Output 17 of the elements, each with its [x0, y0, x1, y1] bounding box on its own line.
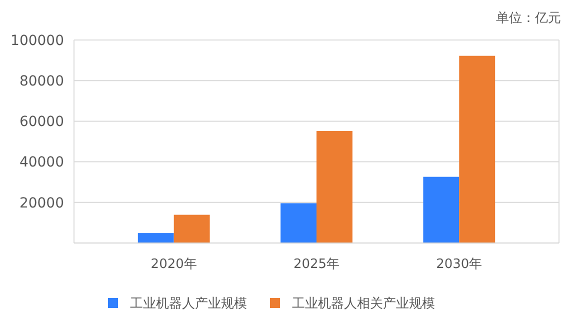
y-tick-label: 80000 — [19, 74, 64, 90]
y-tick-label: 60000 — [19, 114, 64, 130]
bar — [174, 214, 210, 243]
x-tick-label: 2025年 — [293, 257, 340, 272]
bar — [459, 56, 496, 243]
legend-label: 工业机器人相关产业规模 — [292, 296, 435, 312]
y-tick-label: 20000 — [19, 195, 64, 212]
y-tick-label: 100000 — [10, 32, 64, 49]
y-tick-label: 40000 — [19, 154, 64, 171]
x-tick-label: 2030年 — [436, 257, 482, 272]
bar — [423, 176, 460, 243]
bar — [316, 130, 352, 243]
legend-label: 工业机器人产业规模 — [130, 296, 247, 312]
text: 单位：亿元 — [496, 11, 561, 26]
bar — [138, 233, 174, 243]
bar — [280, 203, 316, 243]
x-tick-label: 2020年 — [150, 257, 197, 272]
